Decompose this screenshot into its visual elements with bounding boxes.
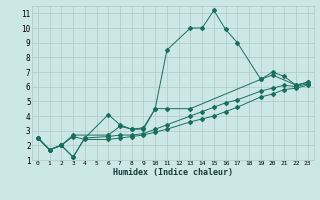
- X-axis label: Humidex (Indice chaleur): Humidex (Indice chaleur): [113, 168, 233, 177]
